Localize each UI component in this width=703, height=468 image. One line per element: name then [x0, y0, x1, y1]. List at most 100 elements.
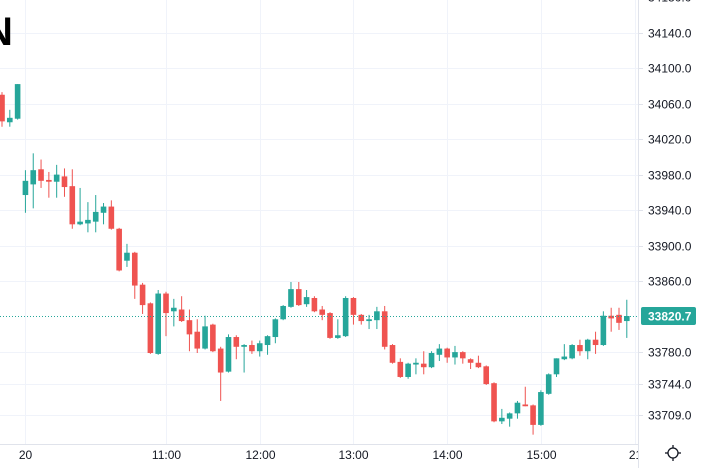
- candle-down: [163, 291, 169, 337]
- gear-icon[interactable]: [663, 443, 683, 463]
- candle-body: [389, 345, 396, 363]
- candles: [0, 84, 630, 435]
- candle-up: [366, 314, 372, 330]
- candle-body: [491, 383, 497, 422]
- candle-up: [499, 408, 505, 425]
- candle-body: [14, 84, 21, 119]
- candle-body: [397, 361, 404, 377]
- candle-up: [561, 344, 568, 361]
- candle-up: [436, 344, 443, 361]
- candle-up: [413, 358, 419, 375]
- candle-down: [147, 302, 154, 354]
- candle-down: [249, 340, 255, 354]
- grid-lines: [0, 0, 638, 444]
- candle-body: [413, 362, 419, 365]
- candle-body: [202, 326, 208, 349]
- candle-up: [303, 289, 310, 307]
- candle-up: [256, 340, 263, 357]
- candle-up: [280, 305, 286, 321]
- candle-body: [319, 309, 326, 315]
- candle-body: [514, 402, 521, 414]
- candle-up: [124, 243, 130, 267]
- price-tick-label: 33860.0: [648, 275, 692, 289]
- candle-body: [366, 319, 372, 322]
- candle-body: [256, 343, 263, 352]
- candle-up: [545, 373, 552, 395]
- candle-up: [53, 164, 60, 198]
- candle-up: [85, 202, 91, 233]
- last-price-label: 33820.7: [648, 310, 692, 324]
- candle-down: [467, 358, 474, 369]
- candle-body: [233, 337, 240, 347]
- candle-down: [217, 346, 224, 401]
- price-tick-label: 33900.0: [648, 240, 692, 254]
- candle-body: [139, 284, 146, 306]
- candle-body: [7, 117, 13, 123]
- candle-body: [30, 170, 37, 185]
- candle-up: [514, 400, 521, 419]
- candle-down: [319, 305, 326, 321]
- candle-body: [264, 336, 271, 346]
- candle-body: [436, 348, 443, 355]
- candle-up: [77, 187, 83, 226]
- candle-body: [225, 337, 232, 372]
- price-tick-label: 33980.0: [648, 169, 692, 183]
- candle-down: [491, 382, 497, 423]
- candle-body: [85, 219, 91, 224]
- candle-down: [483, 365, 490, 385]
- candle-up: [405, 362, 411, 379]
- candle-body: [217, 348, 224, 373]
- candle-up: [506, 412, 513, 427]
- candle-up: [100, 203, 107, 225]
- candle-down: [350, 297, 357, 325]
- candle-body: [22, 180, 29, 196]
- candle-down: [420, 351, 427, 375]
- candle-down: [61, 168, 68, 197]
- candle-up: [374, 306, 380, 330]
- candle-down: [178, 296, 185, 322]
- candle-down: [116, 227, 122, 272]
- candle-body: [577, 345, 583, 352]
- price-tick-label: 34020.0: [648, 133, 692, 147]
- candle-down: [530, 404, 536, 435]
- time-tick-label: 14:00: [432, 448, 462, 462]
- candle-down: [397, 358, 404, 378]
- candle-up: [538, 390, 544, 426]
- candle-body: [616, 314, 622, 323]
- candle-body: [69, 186, 76, 225]
- candle-up: [22, 170, 29, 213]
- candle-body: [538, 392, 544, 425]
- candle-body: [545, 374, 552, 394]
- price-axis[interactable]: 34180.0 34140.0 34100.0 34060.0 34020.0 33980…: [638, 0, 692, 423]
- candle-body: [327, 313, 333, 338]
- candle-up: [7, 109, 13, 127]
- candle-body: [46, 179, 52, 182]
- candle-down: [69, 169, 76, 229]
- candle-body: [381, 311, 388, 347]
- candle-body: [522, 404, 529, 407]
- price-tick-label: 33780.0: [648, 346, 692, 360]
- price-tick-label: 33709.0: [648, 409, 692, 423]
- candle-body: [553, 358, 560, 375]
- candle-down: [295, 282, 302, 306]
- candle-down: [186, 309, 193, 352]
- time-axis[interactable]: 20 11:00 12:00 13:00 14:00 15:00 21: [19, 448, 643, 462]
- candle-body: [61, 176, 68, 188]
- candle-up: [553, 358, 560, 377]
- time-tick-label: 12:00: [245, 448, 275, 462]
- candle-body: [163, 293, 169, 314]
- candle-body: [569, 345, 575, 359]
- candle-up: [624, 299, 630, 338]
- candle-body: [483, 366, 490, 385]
- candle-up: [452, 345, 458, 365]
- candle-body: [288, 289, 294, 307]
- candle-up: [14, 84, 21, 120]
- candle-down: [139, 282, 146, 314]
- candle-body: [428, 353, 435, 368]
- candle-down: [616, 307, 622, 330]
- candle-down: [592, 331, 599, 354]
- candle-down: [358, 313, 365, 325]
- candle-body: [342, 297, 349, 337]
- candle-down: [475, 355, 482, 369]
